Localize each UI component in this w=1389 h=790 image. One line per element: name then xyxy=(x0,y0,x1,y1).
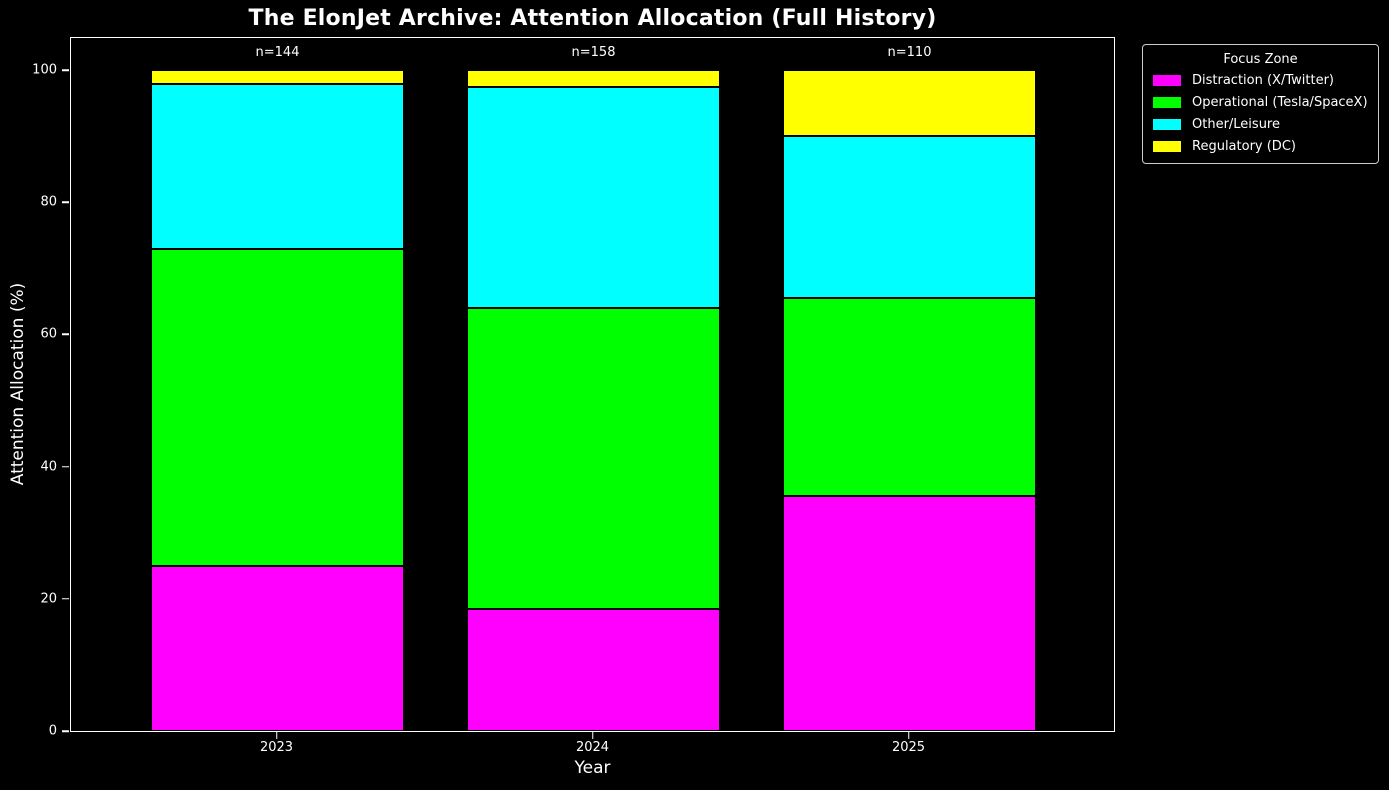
y-tick-label-0: 0 xyxy=(48,723,57,739)
legend-label: Operational (Tesla/SpaceX) xyxy=(1192,95,1368,110)
legend-swatch-icon xyxy=(1153,75,1181,86)
bar-2023-segment-other-leisure xyxy=(151,83,404,250)
x-tick-label-2024: 2024 xyxy=(575,740,610,755)
x-tick-mark-2023 xyxy=(275,732,278,739)
bar-annotation-2023: n=144 xyxy=(255,45,300,60)
legend: Focus Zone Distraction (X/Twitter) Operat… xyxy=(1142,44,1379,164)
bar-2025-segment-regulatory-dc xyxy=(783,70,1036,137)
x-tick-label-2025: 2025 xyxy=(891,740,926,755)
legend-swatch-icon xyxy=(1153,119,1181,130)
legend-item-other-leisure: Other/Leisure xyxy=(1153,117,1368,132)
bar-2023-segment-distraction-x-twitter xyxy=(151,565,404,731)
bar-annotation-2024: n=158 xyxy=(571,45,616,60)
bar-2023-segment-regulatory-dc xyxy=(151,70,404,84)
chart-title: The ElonJet Archive: Attention Allocatio… xyxy=(248,6,937,31)
y-tick-label-80: 80 xyxy=(40,194,57,210)
bar-2023-segment-operational-tesla-spacex xyxy=(151,249,404,566)
y-tick-label-100: 100 xyxy=(32,62,57,78)
bar-2024-segment-regulatory-dc xyxy=(467,70,720,87)
y-tick-mark-100 xyxy=(62,69,69,71)
bar-2024-segment-distraction-x-twitter xyxy=(467,609,720,731)
bar-annotation-2025: n=110 xyxy=(887,45,932,60)
x-tick-mark-2025 xyxy=(907,732,910,739)
x-tick-mark-2024 xyxy=(591,732,594,739)
y-tick-label-40: 40 xyxy=(40,459,57,475)
y-tick-mark-40 xyxy=(62,465,69,468)
legend-label: Distraction (X/Twitter) xyxy=(1192,73,1334,88)
legend-items: Distraction (X/Twitter) Operational (Tesl… xyxy=(1153,73,1368,154)
bar-2025-segment-operational-tesla-spacex xyxy=(783,298,1036,497)
legend-label: Other/Leisure xyxy=(1192,117,1280,132)
x-tick-label-2023: 2023 xyxy=(259,740,294,755)
y-axis-title: Attention Allocation (%) xyxy=(8,282,28,486)
legend-title: Focus Zone xyxy=(1223,52,1298,67)
bar-2025-segment-other-leisure xyxy=(783,136,1036,299)
y-tick-mark-60 xyxy=(62,333,69,336)
bar-2024-segment-other-leisure xyxy=(467,86,720,308)
y-tick-label-60: 60 xyxy=(40,326,57,342)
y-tick-label-20: 20 xyxy=(40,591,57,607)
y-tick-mark-0 xyxy=(62,730,69,732)
plot-area: n=144 n=158 n=110 xyxy=(70,37,1115,732)
legend-swatch-icon xyxy=(1153,97,1181,108)
bar-2024 xyxy=(467,70,720,731)
bar-2024-segment-operational-tesla-spacex xyxy=(467,307,720,610)
legend-item-regulatory-dc: Regulatory (DC) xyxy=(1153,139,1368,154)
bar-2023 xyxy=(151,70,404,731)
legend-item-distraction-x-twitter: Distraction (X/Twitter) xyxy=(1153,73,1368,88)
legend-swatch-icon xyxy=(1153,141,1181,152)
legend-label: Regulatory (DC) xyxy=(1192,139,1296,154)
bar-2025-segment-distraction-x-twitter xyxy=(783,496,1036,731)
y-tick-mark-80 xyxy=(62,201,69,203)
y-tick-mark-20 xyxy=(62,598,69,600)
legend-item-operational-tesla-spacex: Operational (Tesla/SpaceX) xyxy=(1153,95,1368,110)
bar-2025 xyxy=(783,70,1036,731)
x-axis-title: Year xyxy=(574,758,611,778)
